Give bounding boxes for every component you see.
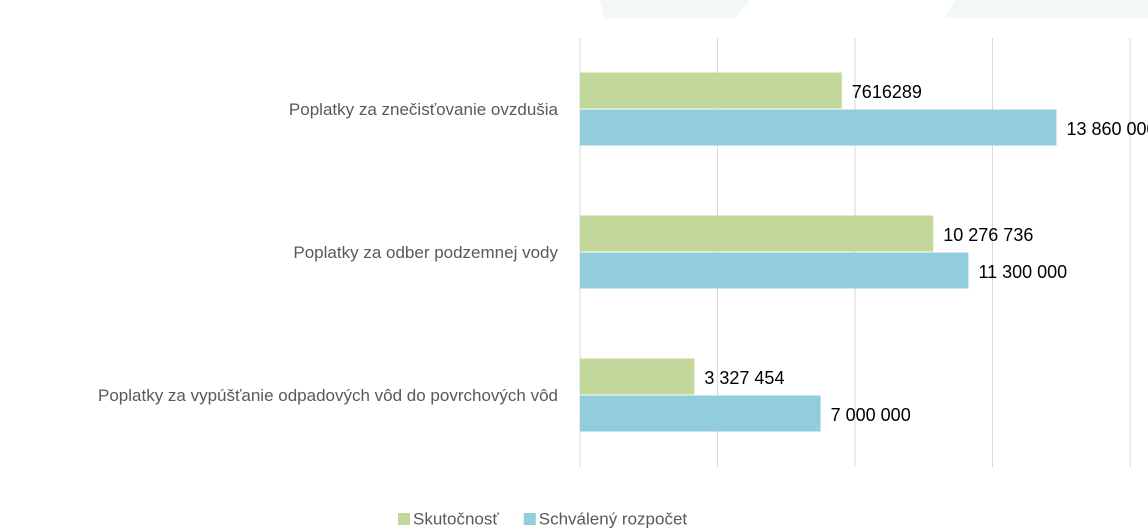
legend-label: Schválený rozpočet (539, 509, 688, 528)
data-label: 3 327 454 (704, 368, 784, 388)
decoration (600, 0, 750, 18)
data-label: 11 300 000 (978, 262, 1067, 282)
legend-label: Skutočnosť (413, 509, 499, 528)
category-label-box: Poplatky za znečisťovanie ovzdušia (0, 80, 558, 140)
data-label: 10 276 736 (943, 225, 1033, 245)
bar (580, 215, 934, 252)
bar (580, 358, 695, 395)
decoration (945, 0, 1148, 18)
bar (580, 252, 969, 289)
bar (580, 109, 1057, 146)
y-tick-label: Poplatky za odber podzemnej vody (293, 242, 558, 262)
y-tick-label: Poplatky za vypúšťanie odpadových vôd do… (98, 385, 558, 405)
data-label: 7616289 (852, 82, 922, 102)
legend-swatch (523, 513, 536, 525)
category-label-box: Poplatky za odber podzemnej vody (0, 223, 558, 283)
data-label: 7 000 000 (831, 405, 911, 425)
bar (580, 72, 842, 109)
y-tick-label: Poplatky za znečisťovanie ovzdušia (288, 99, 558, 119)
data-label: 13 860 000 (1066, 119, 1148, 139)
legend-swatch (398, 513, 410, 525)
category-label-box: Poplatky za vypúšťanie odpadových vôd do… (0, 366, 558, 426)
bar (580, 395, 821, 432)
